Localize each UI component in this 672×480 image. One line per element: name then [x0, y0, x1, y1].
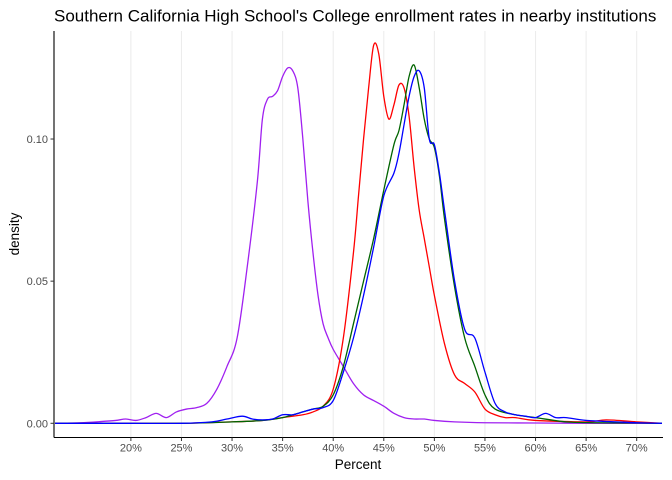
density-line-3 [55, 64, 662, 425]
x-tick-label: 35% [272, 443, 294, 455]
y-tick-label: 0.05 [27, 276, 48, 288]
x-tick-label: 65% [575, 443, 597, 455]
x-tick-label: 25% [170, 443, 192, 455]
x-tick-label: 40% [322, 443, 344, 455]
y-tick-label: 0.10 [27, 134, 48, 146]
x-tick-label: 60% [525, 443, 547, 455]
x-axis-ticks: 20% 25% 30% 35% 40% 45% 50% 55% 60% 65% 70% [120, 437, 648, 455]
density-series [54, 42, 663, 425]
x-axis-title: Percent [335, 457, 382, 472]
y-axis-title: density [7, 212, 22, 255]
x-tick-label: 45% [373, 443, 395, 455]
y-tick-label: 0.00 [27, 418, 48, 430]
chart-title: Southern California High School's Colleg… [54, 7, 656, 26]
y-axis-ticks: 0.00 0.05 0.10 [27, 134, 54, 430]
density-line-1 [54, 66, 662, 424]
x-tick-label: 70% [626, 443, 648, 455]
density-line-2 [55, 42, 663, 425]
x-tick-label: 30% [221, 443, 243, 455]
x-tick-label: 20% [120, 443, 142, 455]
x-tick-label: 55% [474, 443, 496, 455]
density-line-4 [55, 69, 663, 425]
x-tick-label: 50% [423, 443, 445, 455]
